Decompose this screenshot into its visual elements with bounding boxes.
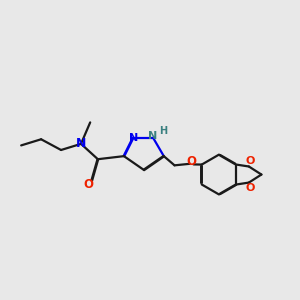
Text: N: N [128, 133, 138, 143]
Text: H: H [159, 126, 167, 136]
Text: O: O [246, 156, 255, 166]
Text: O: O [246, 183, 255, 193]
Text: N: N [148, 131, 158, 141]
Text: N: N [76, 137, 86, 150]
Text: O: O [186, 155, 197, 168]
Text: O: O [84, 178, 94, 191]
